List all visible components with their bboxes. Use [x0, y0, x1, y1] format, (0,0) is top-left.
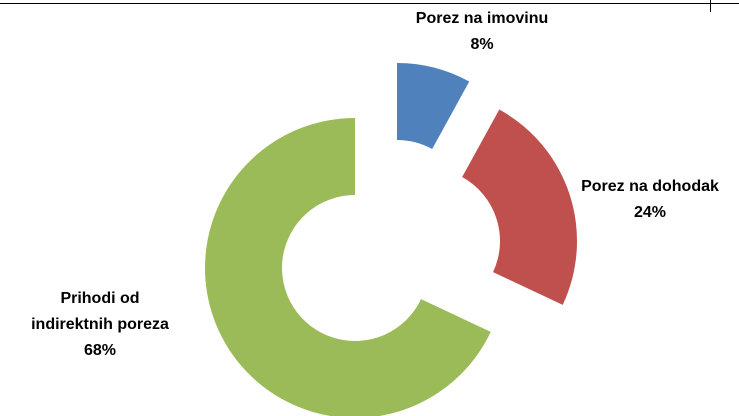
data-label: Prihodi od indirektnih poreza 68% [18, 286, 183, 364]
label-value: 24% [633, 204, 667, 221]
label-value: 8% [470, 36, 494, 53]
label-value: 68% [83, 342, 117, 359]
label-name: Porez na imovinu [415, 10, 549, 27]
data-label: Porez na imovinu 8% [382, 6, 582, 58]
donut-segment [397, 63, 470, 150]
label-name: Porez na dohodak [581, 178, 719, 195]
donut-segment [462, 109, 577, 305]
donut-segment [205, 118, 491, 416]
data-label: Porez na dohodak 24% [560, 174, 739, 226]
label-name: Prihodi od indirektnih poreza [31, 290, 169, 333]
